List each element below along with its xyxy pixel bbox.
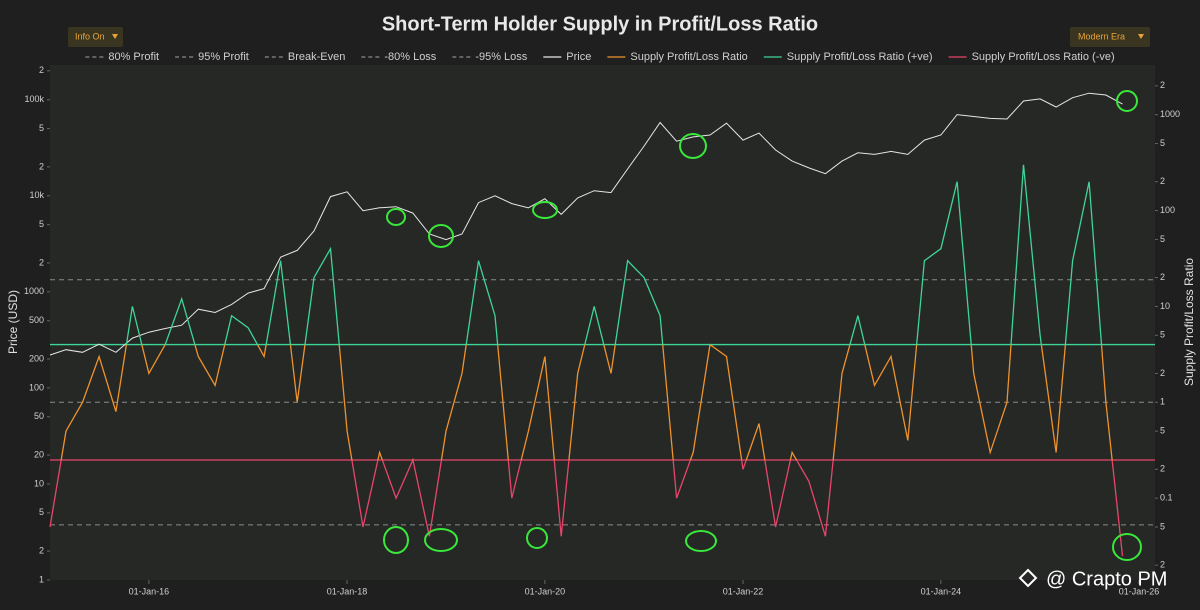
legend-label: 80% Profit — [108, 51, 159, 63]
legend-label: Supply Profit/Loss Ratio — [630, 51, 747, 63]
x-tick-label: 01-Jan-22 — [723, 586, 764, 596]
highlight-circle — [1112, 533, 1142, 561]
watermark-text: @ Crapto PM — [1046, 568, 1167, 590]
plot: 1 2 5 10 20 50 100 200 500 1000 2 5 10k 2 5 100k 2 2 5 0.1 2… — [24, 65, 1180, 596]
y2-tick-label: 5 — [1160, 521, 1165, 531]
y-tick-label: 5 — [39, 219, 44, 229]
dropdown-arrow[interactable] — [112, 34, 118, 39]
legend-label: Supply Profit/Loss Ratio (+ve) — [787, 51, 933, 63]
highlight-circle — [526, 527, 548, 549]
y-tick-label: 500 — [29, 315, 44, 325]
y-tick-label: 100k — [24, 94, 44, 104]
x-tick-label: 01-Jan-20 — [525, 586, 566, 596]
legend-label: 95% Profit — [198, 51, 249, 63]
highlight-circle — [386, 208, 406, 226]
y-tick-label: 2 — [39, 161, 44, 171]
y-tick-label: 2 — [39, 65, 44, 75]
y-tick-label: 20 — [34, 449, 44, 459]
y2-tick-label: 0.1 — [1160, 493, 1173, 503]
legend-label: -95% Loss — [475, 51, 527, 63]
y2-tick-label: 100 — [1160, 205, 1175, 215]
y2-tick-label: 2 — [1160, 176, 1165, 186]
dropdown[interactable]: Info On — [68, 27, 123, 47]
y-tick-label: 10 — [34, 478, 44, 488]
legend-label: Price — [566, 51, 591, 63]
x-tick-label: 01-Jan-18 — [327, 586, 368, 596]
y2-tick-label: 1 — [1160, 397, 1165, 407]
highlight-circle — [679, 133, 707, 159]
highlight-circle — [685, 530, 717, 552]
y-axis-title: Price (USD) — [6, 290, 20, 354]
y2-tick-label: 5 — [1160, 234, 1165, 244]
dropdown-box[interactable] — [68, 27, 123, 47]
highlight-circle — [383, 526, 409, 554]
y-tick-label: 2 — [39, 545, 44, 555]
legend-label: Supply Profit/Loss Ratio (-ve) — [972, 51, 1115, 63]
y-tick-label: 2 — [39, 257, 44, 267]
y-tick-label: 1 — [39, 574, 44, 584]
y2-tick-label: 2 — [1160, 368, 1165, 378]
legend: 80% Profit 95% Profit Break-Even -80% Loss -… — [85, 51, 1115, 63]
annotations — [383, 90, 1142, 561]
y-tick-label: 100 — [29, 382, 44, 392]
y2-axis-title: Supply Profit/Loss Ratio — [1182, 258, 1196, 386]
y2-tick-label: 1000 — [1160, 109, 1180, 119]
highlight-circle — [424, 528, 458, 552]
x-tick-label: 01-Jan-16 — [129, 586, 170, 596]
x-tick-label: 01-Jan-24 — [921, 586, 962, 596]
y-tick-label: 5 — [39, 507, 44, 517]
y2-tick-label: 5 — [1160, 426, 1165, 436]
x-tick-label: 01-Jan-26 — [1119, 586, 1160, 596]
y-tick-label: 5 — [39, 123, 44, 133]
watermark-icon — [1018, 568, 1038, 588]
dropdown[interactable]: Modern Era — [1070, 27, 1150, 47]
dropdown-arrow[interactable] — [1138, 34, 1144, 39]
y2-tick-label: 2 — [1160, 272, 1165, 282]
y-tick-label: 10k — [29, 190, 44, 200]
y2-tick-label: 5 — [1160, 138, 1165, 148]
legend-label: -80% Loss — [384, 51, 436, 63]
legend-label: Break-Even — [288, 51, 345, 63]
y2-tick-label: 2 — [1160, 560, 1165, 570]
dropdown-label[interactable]: Modern Era — [1078, 31, 1125, 41]
highlight-circle — [1116, 90, 1138, 112]
y2-tick-label: 10 — [1160, 301, 1170, 311]
dropdown-label[interactable]: Info On — [75, 31, 105, 41]
watermark: @ Crapto PM — [1018, 568, 1167, 590]
highlight-circle — [428, 224, 454, 248]
y2-tick-label: 2 — [1160, 464, 1165, 474]
y2-tick-label: 2 — [1160, 80, 1165, 90]
price-line — [49, 92, 1123, 356]
plot-area — [50, 65, 1155, 580]
chart-title: Short-Term Holder Supply in Profit/Loss … — [382, 13, 818, 35]
dropdown-box[interactable] — [1070, 27, 1150, 47]
ratio-line — [125, 164, 1103, 345]
highlight-circle — [532, 201, 558, 219]
y2-tick-label: 5 — [1160, 330, 1165, 340]
y-tick-label: 200 — [29, 353, 44, 363]
y-tick-label: 1000 — [24, 286, 44, 296]
y-tick-label: 50 — [34, 411, 44, 421]
